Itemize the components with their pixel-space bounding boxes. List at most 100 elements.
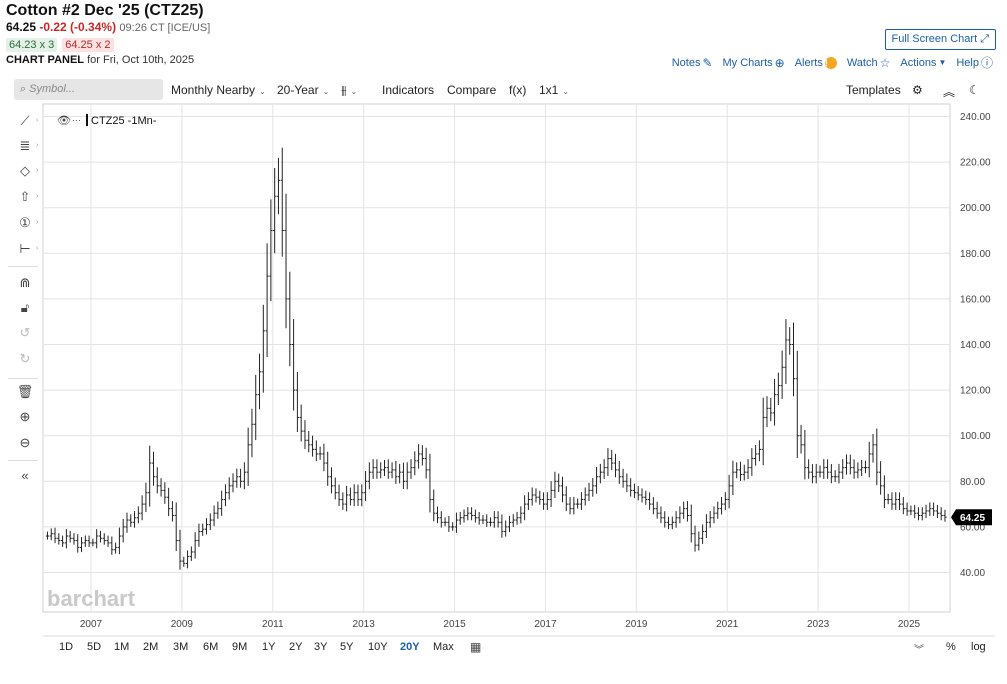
price-change: -0.22 (-0.34%) xyxy=(39,20,117,34)
y-tick-label: 160.00 xyxy=(960,294,991,305)
ohlc-bar xyxy=(568,497,572,515)
compare-button[interactable]: Compare xyxy=(447,83,497,97)
expand-icon: ⤢ xyxy=(980,33,989,45)
range-1m[interactable]: 1M xyxy=(114,641,130,653)
layout-select[interactable]: 1x1 ⌄ xyxy=(539,83,569,97)
my-charts-link[interactable]: My Charts ⊕ xyxy=(723,54,785,71)
arrow-tool-icon[interactable]: ⇧ › xyxy=(19,189,39,204)
annotation-tool-icon[interactable]: ① › xyxy=(19,215,39,230)
watch-link[interactable]: Watch ☆ xyxy=(847,54,891,71)
fib-tool-icon[interactable]: ≣ › xyxy=(19,138,39,153)
chevron-down-icon: ⌄ xyxy=(259,87,266,96)
calendar-icon[interactable]: ▦ xyxy=(470,640,482,654)
help-link[interactable]: Help ⓘ xyxy=(956,54,993,71)
trash-icon[interactable]: 🗑︎ xyxy=(16,384,34,399)
ohlc-bar xyxy=(924,504,928,519)
range-1y[interactable]: 1Y xyxy=(262,641,276,653)
chart-type-select[interactable]: ⫵ ⌄ xyxy=(341,83,357,98)
ohlc-bar xyxy=(746,459,750,479)
percent-toggle[interactable]: % xyxy=(946,641,956,653)
ohlc-bar xyxy=(201,523,205,536)
ohlc-bar xyxy=(647,492,652,510)
notes-link[interactable]: Notes ✎ xyxy=(672,54,713,71)
redo-icon[interactable]: ↻ xyxy=(19,351,31,366)
undo-icon[interactable]: ↺ xyxy=(19,325,31,340)
ohlc-bar xyxy=(719,496,724,515)
ohlc-bar xyxy=(693,525,697,552)
ohlc-bar xyxy=(413,451,417,476)
divider xyxy=(8,460,38,461)
ohlc-bar xyxy=(538,490,542,505)
range-9m[interactable]: 9M xyxy=(232,641,248,653)
collapse-sidebar-icon[interactable]: « xyxy=(21,468,29,483)
fx-button[interactable]: f(x) xyxy=(509,83,527,97)
ohlc-bar xyxy=(625,473,629,493)
actions-menu[interactable]: Actions ▼ xyxy=(900,54,946,71)
range-2m[interactable]: 2M xyxy=(143,641,159,653)
ohlc-bar xyxy=(799,424,803,454)
help-label: Help xyxy=(956,56,979,69)
alerts-label: Alerts xyxy=(794,56,823,69)
zoom-out-icon[interactable]: ⊖ xyxy=(19,435,31,450)
range-select[interactable]: 20-Year ⌄ xyxy=(277,83,329,97)
range-10y[interactable]: 10Y xyxy=(368,641,388,653)
alerts-link[interactable]: Alerts! xyxy=(795,54,837,71)
ohlc-bar xyxy=(371,459,375,479)
trendline-tool-icon[interactable]: ⟋ › xyxy=(20,113,39,128)
period-select[interactable]: Monthly Nearby ⌄ xyxy=(171,83,266,97)
ohlc-bar xyxy=(856,462,860,479)
range-6m[interactable]: 6M xyxy=(203,641,219,653)
symbol-search-input[interactable]: ⌕ Symbol... xyxy=(14,79,163,100)
ohlc-bar xyxy=(943,509,947,522)
shape-tool-icon[interactable]: ◇ › xyxy=(20,163,39,178)
ohlc-bar xyxy=(723,492,727,510)
range-3m[interactable]: 3M xyxy=(173,641,189,653)
ohlc-bar xyxy=(462,509,466,523)
ohlc-bar xyxy=(170,501,175,522)
moon-icon[interactable]: ☾ xyxy=(969,83,980,97)
ohlc-bar xyxy=(576,498,580,509)
chart-panel-label: CHART PANEL xyxy=(6,54,85,66)
y-tick-label: 240.00 xyxy=(960,112,991,123)
ohlc-bar xyxy=(935,504,940,519)
ohlc-bar xyxy=(182,556,186,567)
templates-button[interactable]: Templates xyxy=(846,83,901,97)
ohlc-bar xyxy=(617,460,621,484)
notes-icon: ✎ xyxy=(702,55,713,70)
full-screen-chart-button[interactable]: Full Screen Chart ⤢ xyxy=(884,29,996,50)
ohlc-bar xyxy=(91,538,95,547)
last-price-marker: 64.25 xyxy=(951,509,992,526)
ohlc-bar xyxy=(818,465,822,478)
full-screen-label: Full Screen Chart xyxy=(891,33,978,45)
ohlc-bar xyxy=(731,460,735,496)
range-1d[interactable]: 1D xyxy=(59,641,74,653)
range-5y[interactable]: 5Y xyxy=(340,641,354,653)
ohlc-bar xyxy=(451,522,455,531)
ohlc-bar xyxy=(401,462,406,489)
range-5d[interactable]: 5D xyxy=(87,641,102,653)
gear-icon[interactable]: ⚙ xyxy=(912,83,923,97)
ohlc-bar xyxy=(432,489,436,522)
range-3y[interactable]: 3Y xyxy=(314,641,328,653)
range-20y[interactable]: 20Y xyxy=(400,641,420,653)
more-icon[interactable]: ··· xyxy=(72,115,81,125)
ohlc-bar xyxy=(216,501,220,519)
measure-tool-icon[interactable]: ⊢ › xyxy=(19,241,39,256)
eye-icon[interactable]: 👁︎ xyxy=(57,115,71,127)
ohlc-bar xyxy=(871,433,875,463)
range-2y[interactable]: 2Y xyxy=(289,641,303,653)
ohlc-bar xyxy=(231,473,235,493)
ohlc-bar xyxy=(757,440,762,462)
my-charts-label: My Charts xyxy=(722,56,773,69)
collapse-icon[interactable]: ︽ xyxy=(943,85,956,99)
ohlc-bar xyxy=(178,529,182,570)
range-max[interactable]: Max xyxy=(433,641,454,653)
log-toggle[interactable]: log xyxy=(971,641,986,653)
zoom-in-icon[interactable]: ⊕ xyxy=(19,409,31,424)
chevron-down-icon[interactable]: ︾ xyxy=(914,645,924,656)
indicators-button[interactable]: Indicators xyxy=(382,83,435,97)
ohlc-bar xyxy=(288,271,292,367)
lock-icon[interactable]: 🔓︎ xyxy=(20,300,30,315)
magnet-icon[interactable]: ⋒ xyxy=(19,275,31,290)
